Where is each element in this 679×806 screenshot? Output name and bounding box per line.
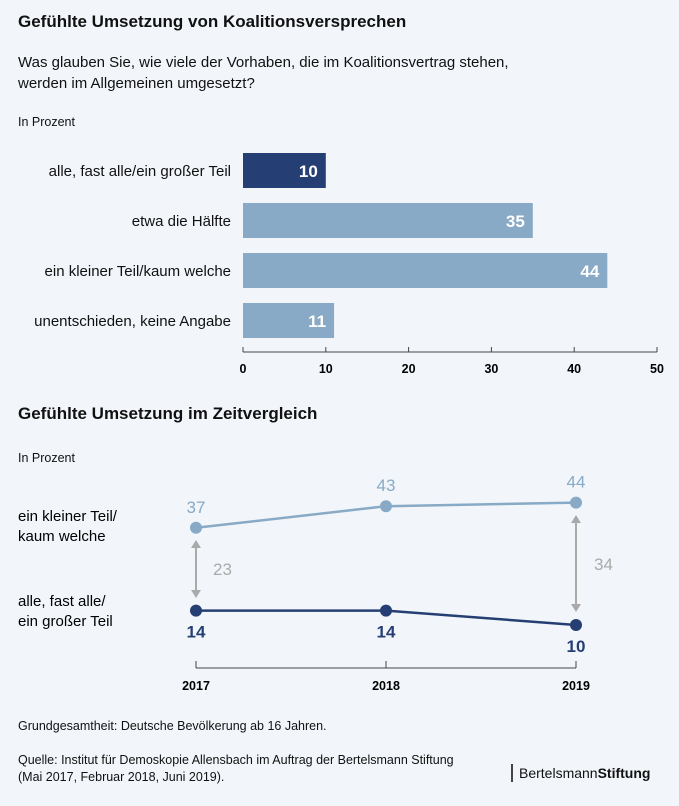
bertelsmann-logo: BertelsmannStiftung — [511, 764, 650, 782]
x-tick-label: 20 — [402, 362, 416, 376]
bar — [243, 153, 326, 188]
line-chart-title: Gefühlte Umsetzung im Zeitvergleich — [18, 404, 318, 423]
bar-category-label: ein kleiner Teil/kaum welche — [45, 263, 231, 280]
data-value-label: 37 — [187, 498, 206, 517]
x-tick-label: 2018 — [372, 679, 400, 693]
data-value-label: 10 — [567, 637, 586, 656]
x-tick-label: 50 — [650, 362, 664, 376]
data-point — [380, 604, 392, 617]
bar-unit-label: In Prozent — [18, 115, 75, 129]
bar-category-label: etwa die Hälfte — [132, 213, 231, 230]
data-point — [380, 500, 392, 513]
series-label-line: alle, fast alle/ — [18, 593, 106, 610]
data-value-label: 44 — [567, 473, 586, 492]
x-tick-label: 30 — [484, 362, 498, 376]
data-value-label: 14 — [377, 623, 396, 642]
series-label-line: ein kleiner Teil/ — [18, 508, 118, 525]
arrow-head-up — [571, 515, 581, 523]
bar-value-label: 44 — [580, 262, 599, 281]
difference-label: 34 — [594, 555, 613, 574]
arrow-head-down — [191, 590, 201, 598]
x-tick-label: 2017 — [182, 679, 210, 693]
source-line-2: (Mai 2017, Februar 2018, Juni 2019). — [18, 770, 225, 784]
bar-category-label: alle, fast alle/ein großer Teil — [49, 163, 231, 180]
arrow-head-up — [191, 540, 201, 548]
bar — [243, 303, 335, 338]
data-point — [570, 619, 582, 631]
bar-category-label: unentschieden, keine Angabe — [34, 313, 231, 330]
difference-label: 23 — [213, 560, 232, 579]
line-unit-label: In Prozent — [18, 451, 75, 465]
x-tick-label: 10 — [319, 362, 333, 376]
bar — [243, 203, 533, 238]
x-tick-label: 0 — [240, 362, 247, 376]
question-text: Was glauben Sie, wie viele der Vorhaben,… — [18, 54, 509, 92]
x-tick-label: 2019 — [562, 679, 590, 693]
series-label-line: kaum welche — [18, 528, 106, 545]
data-point — [190, 604, 202, 617]
bar-value-label: 11 — [308, 312, 326, 331]
x-tick-label: 40 — [567, 362, 581, 376]
series-label-line: ein großer Teil — [18, 613, 113, 630]
basis-note: Grundgesamtheit: Deutsche Bevölkerung ab… — [18, 719, 327, 733]
bar-value-label: 35 — [506, 212, 525, 231]
bar-chart-title: Gefühlte Umsetzung von Koalitionsverspre… — [18, 12, 407, 31]
data-value-label: 43 — [377, 476, 396, 495]
data-point — [190, 521, 202, 534]
data-value-label: 14 — [187, 623, 206, 642]
bar-value-label: 10 — [299, 162, 318, 181]
arrow-head-down — [571, 604, 581, 612]
bar — [243, 253, 608, 288]
data-point — [570, 496, 582, 509]
source-line-1: Quelle: Institut für Demoskopie Allensba… — [18, 753, 454, 767]
